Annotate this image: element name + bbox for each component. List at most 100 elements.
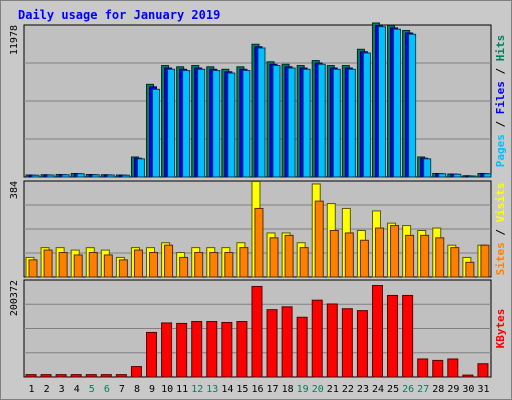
x-tick-label-day-30: 30	[462, 384, 474, 395]
bar-kbytes-kbytes-day-12	[191, 321, 203, 378]
bar-visits-sites-day-25	[390, 225, 400, 278]
bar-visits-sites-day-28	[435, 237, 445, 278]
bar-hits-pages-day-30	[468, 175, 477, 178]
bar-visits-sites-day-2	[43, 249, 53, 278]
bar-visits-sites-day-4	[73, 254, 83, 278]
x-tick-label-day-20: 20	[312, 384, 324, 395]
x-tick-label-day-7: 7	[119, 384, 125, 395]
bar-kbytes-kbytes-day-3	[55, 374, 67, 378]
bar-kbytes-kbytes-day-26	[402, 294, 414, 378]
x-tick-label-day-26: 26	[402, 384, 414, 395]
bar-visits-sites-day-6	[103, 254, 113, 278]
bar-visits-sites-day-21	[329, 229, 339, 278]
bar-hits-pages-day-16	[257, 47, 266, 178]
legend-entry: Visits	[494, 183, 507, 223]
x-tick-label-day-28: 28	[432, 384, 444, 395]
bar-visits-sites-day-10	[164, 244, 174, 278]
x-tick-label-day-23: 23	[357, 384, 369, 395]
bar-kbytes-kbytes-day-16	[251, 285, 263, 378]
legend-entry: Hits	[494, 35, 507, 62]
bar-hits-pages-day-6	[106, 174, 115, 178]
x-tick-label-day-22: 22	[342, 384, 354, 395]
bar-kbytes-kbytes-day-27	[417, 358, 429, 378]
bar-hits-pages-day-27	[423, 158, 432, 178]
bar-kbytes-kbytes-day-19	[296, 316, 308, 378]
panel-kbytes: 200372 KBytes	[9, 279, 507, 378]
bar-kbytes-kbytes-day-15	[236, 321, 248, 378]
x-tick-label-day-13: 13	[206, 384, 218, 395]
legend-entry: /	[494, 222, 507, 242]
legend-visits: Sites / Visits	[494, 183, 507, 276]
bar-hits-pages-day-4	[76, 173, 85, 178]
bar-visits-sites-day-13	[209, 252, 219, 278]
bar-kbytes-kbytes-day-28	[432, 359, 444, 378]
bar-visits-sites-day-1	[28, 259, 38, 278]
bar-kbytes-kbytes-day-25	[387, 294, 399, 378]
x-tick-label-day-8: 8	[134, 384, 140, 395]
bar-hits-pages-day-29	[453, 173, 462, 178]
bar-hits-pages-day-10	[167, 68, 176, 178]
y-max-label-hits: 11978	[9, 25, 20, 55]
x-tick-label-day-17: 17	[267, 384, 279, 395]
x-tick-label-day-3: 3	[59, 384, 65, 395]
bar-hits-pages-day-2	[46, 174, 55, 178]
x-tick-label-day-10: 10	[161, 384, 173, 395]
bar-hits-pages-day-17	[272, 65, 281, 178]
bar-hits-pages-day-5	[91, 174, 100, 178]
bar-kbytes-kbytes-day-13	[206, 321, 218, 378]
bar-visits-sites-day-22	[344, 232, 354, 278]
bar-hits-pages-day-8	[136, 158, 145, 178]
x-tick-label-day-25: 25	[387, 384, 399, 395]
bar-kbytes-kbytes-day-2	[40, 374, 52, 378]
bar-kbytes-kbytes-day-10	[161, 322, 173, 378]
bar-kbytes-kbytes-day-22	[341, 308, 353, 378]
legend-entry: KBytes	[494, 309, 507, 349]
bar-visits-sites-day-9	[149, 252, 159, 278]
bar-visits-sites-day-15	[239, 247, 249, 278]
x-tick-label-day-24: 24	[372, 384, 384, 395]
x-tick-label-day-29: 29	[447, 384, 459, 395]
x-tick-label-day-31: 31	[477, 384, 489, 395]
bar-hits-pages-day-7	[121, 174, 130, 178]
bar-hits-pages-day-3	[61, 174, 70, 178]
bar-visits-sites-day-31	[480, 244, 490, 278]
legend-entry: Sites	[494, 242, 507, 275]
bar-visits-sites-day-29	[450, 247, 460, 278]
legend-entry: /	[494, 61, 507, 81]
x-tick-label-day-14: 14	[221, 384, 233, 395]
bar-kbytes-kbytes-day-8	[130, 366, 142, 378]
x-tick-label-day-12: 12	[191, 384, 203, 395]
bar-kbytes-kbytes-day-4	[70, 374, 82, 378]
bar-hits-pages-day-21	[332, 68, 341, 178]
x-tick-label-day-1: 1	[29, 384, 35, 395]
bar-kbytes-kbytes-day-31	[477, 363, 489, 378]
bar-kbytes-kbytes-day-21	[326, 303, 338, 378]
bar-visits-sites-day-27	[420, 234, 430, 278]
legend-entry: Pages	[494, 134, 507, 167]
bar-visits-sites-day-3	[58, 252, 68, 278]
x-tick-label-day-9: 9	[149, 384, 155, 395]
x-tick-label-day-18: 18	[282, 384, 294, 395]
legend-entry: /	[494, 114, 507, 134]
bar-kbytes-kbytes-day-7	[115, 374, 127, 378]
y-max-label-visits: 384	[9, 181, 20, 199]
bar-hits-pages-day-9	[152, 88, 161, 178]
x-tick-label-day-27: 27	[417, 384, 429, 395]
bar-kbytes-kbytes-day-17	[266, 309, 278, 378]
x-tick-label-day-4: 4	[74, 384, 80, 395]
bar-visits-sites-day-7	[118, 259, 128, 278]
bar-kbytes-kbytes-day-6	[100, 374, 112, 378]
x-tick-label-day-19: 19	[297, 384, 309, 395]
panel-hits: 11978 Pages / Files / Hits	[9, 22, 507, 178]
bar-hits-pages-day-22	[347, 68, 356, 178]
bar-visits-sites-day-12	[194, 252, 204, 278]
legend-kbytes: KBytes	[494, 309, 507, 349]
x-axis-labels: 1 2 3 4 5 6 7 8 9 10 11 12 13 14 15 16 17 18 19 20 21 22 23 24 2…	[29, 384, 490, 395]
bar-kbytes-kbytes-day-29	[447, 358, 459, 378]
bar-kbytes-kbytes-day-24	[371, 284, 383, 378]
x-tick-label-day-5: 5	[89, 384, 95, 395]
x-tick-label-day-2: 2	[44, 384, 50, 395]
panel-visits: 384 Sites / Visits	[9, 180, 507, 278]
bar-visits-sites-day-16	[254, 207, 264, 278]
